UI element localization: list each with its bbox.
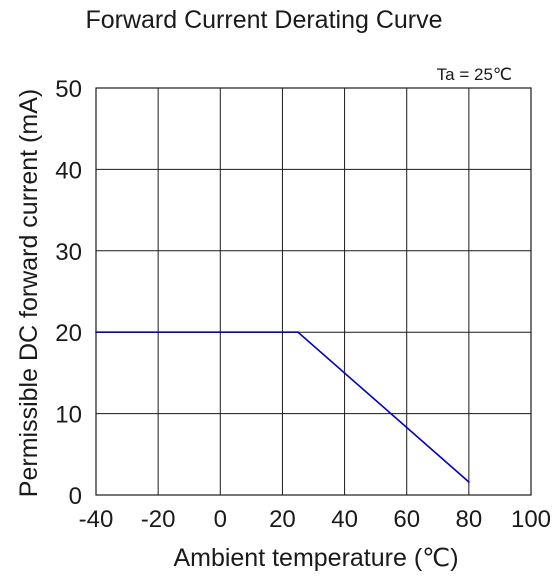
x-tick-label: -40 bbox=[79, 506, 114, 533]
x-tick-label: 20 bbox=[269, 506, 296, 533]
tick-labels: -40 -20 0 20 40 60 80 100 0 10 20 30 40 50 bbox=[55, 76, 551, 533]
chart-title: Forward Current Derating Curve bbox=[85, 6, 442, 34]
grid bbox=[95, 87, 532, 496]
x-tick-label: -20 bbox=[141, 506, 176, 533]
x-tick-label: 0 bbox=[214, 506, 227, 533]
x-tick-label: 60 bbox=[393, 506, 420, 533]
plot-area-frame bbox=[95, 87, 532, 496]
y-tick-label: 0 bbox=[69, 483, 82, 510]
y-tick-label: 20 bbox=[55, 320, 82, 347]
ambient-temperature-annotation: Ta = 25℃ bbox=[437, 65, 512, 84]
derating-curve-point bbox=[297, 331, 299, 334]
y-tick-label: 50 bbox=[55, 76, 82, 103]
y-axis-label: Permissible DC forward current (mA) bbox=[15, 89, 43, 497]
x-tick-label: 100 bbox=[511, 506, 551, 533]
derating-curve-point bbox=[467, 481, 470, 483]
y-tick-label: 40 bbox=[55, 157, 82, 184]
x-tick-label: 80 bbox=[456, 506, 483, 533]
x-tick-label: 40 bbox=[331, 506, 358, 533]
x-axis-label: Ambient temperature (℃) bbox=[173, 544, 458, 572]
y-tick-label: 30 bbox=[55, 239, 82, 266]
y-tick-label: 10 bbox=[55, 402, 82, 429]
